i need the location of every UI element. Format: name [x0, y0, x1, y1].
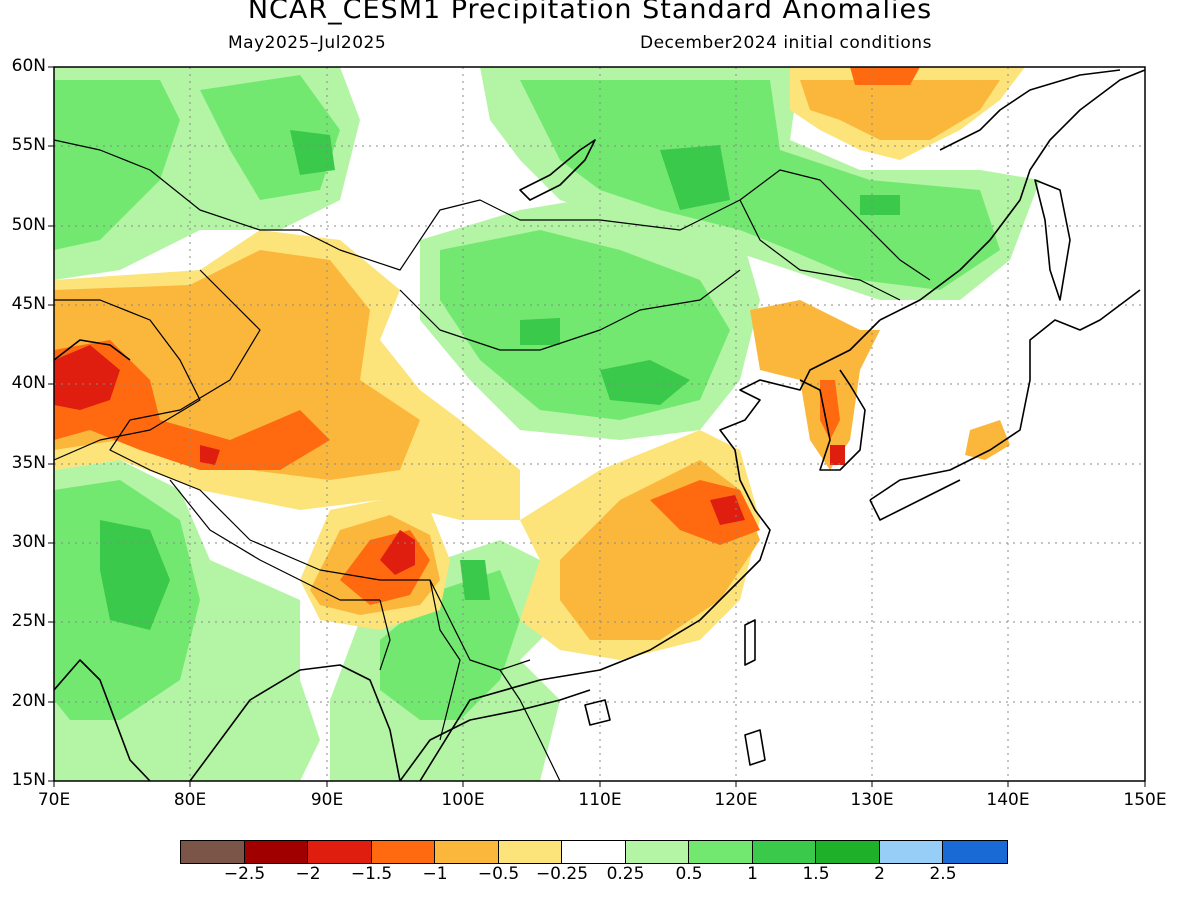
xtick-70e: 70E	[37, 790, 71, 810]
coast-baikal	[519, 139, 596, 201]
colorbar-swatch	[562, 841, 626, 863]
colorbar-swatch	[435, 841, 499, 863]
ytick-15n: 15N	[11, 770, 46, 790]
colorbar-label: −1.5	[350, 864, 393, 884]
coast-taiwan	[744, 619, 756, 666]
fill-wet-northeast-inner2	[860, 195, 900, 215]
xtick-80e: 80E	[173, 790, 207, 810]
colorbar	[180, 840, 1008, 864]
xtick-120e: 120E	[714, 790, 758, 810]
border-china-west	[109, 269, 531, 671]
colorbar-label: 1	[747, 864, 758, 884]
border-india-southeast	[379, 599, 391, 671]
colorbar-label: −2.5	[223, 864, 266, 884]
colorbar-label: −0.5	[477, 864, 520, 884]
colorbar-swatch	[371, 841, 435, 863]
ytick-55n: 55N	[11, 135, 46, 155]
fill-dry-tibet-core	[380, 530, 415, 575]
border-myanmar	[429, 579, 461, 741]
xtick-150e: 150E	[1123, 790, 1167, 810]
coast-india	[54, 659, 151, 781]
fill-dry-west-deep	[54, 340, 330, 470]
colorbar-label: 0.25	[606, 864, 645, 884]
colorbar-label: 0.5	[675, 864, 703, 884]
coastlines	[54, 69, 1145, 781]
fill-wet-northwest-core	[54, 80, 180, 250]
fill-dry-korea	[750, 300, 880, 470]
xtick-90e: 90E	[310, 790, 344, 810]
xtick-130e: 130E	[850, 790, 894, 810]
xtick-100e: 100E	[441, 790, 485, 810]
xtick-110e: 110E	[578, 790, 622, 810]
border-himalaya-south	[169, 479, 380, 601]
tick-marks	[48, 66, 1146, 787]
coast-sakhalin	[1034, 179, 1071, 301]
ytick-30n: 30N	[11, 532, 46, 552]
fill-dry-northeast-orange	[800, 80, 1000, 140]
fill-dry-west-core2	[200, 445, 220, 465]
border-central-asia	[54, 299, 201, 461]
ytick-35n: 35N	[11, 453, 46, 473]
ytick-45n: 45N	[11, 294, 46, 314]
colorbar-swatch	[879, 841, 943, 863]
ytick-50n: 50N	[11, 215, 46, 235]
fill-wet-south-inner	[460, 560, 490, 600]
colorbar-swatch	[308, 841, 372, 863]
colorbar-label: −1	[422, 864, 448, 884]
colorbar-swatch	[244, 841, 308, 863]
coast-japan	[869, 289, 1141, 501]
border-mongolia-china	[399, 269, 741, 351]
ytick-60n: 60N	[11, 56, 46, 76]
colorbar-swatch	[625, 841, 689, 863]
colorbar-swatch	[181, 841, 245, 863]
coast-okhotsk	[939, 69, 1121, 151]
colorbar-label: 1.5	[802, 864, 830, 884]
coast-korea	[799, 369, 866, 471]
colorbar-label: 2.5	[929, 864, 957, 884]
fill-dry-west-core	[54, 345, 120, 410]
anomaly-fill	[54, 67, 1040, 781]
fill-wet-southwest-inner	[100, 520, 170, 630]
coast-indochina	[399, 689, 591, 781]
colorbar-swatch	[689, 841, 753, 863]
ytick-25n: 25N	[11, 611, 46, 631]
border-russia-kazakhstan	[54, 139, 931, 281]
initial-conditions: December2024 initial conditions	[640, 33, 932, 53]
coast-bay-of-bengal	[189, 664, 401, 781]
colorbar-label: −2	[295, 864, 321, 884]
xtick-140e: 140E	[986, 790, 1030, 810]
colorbar-swatch	[816, 841, 880, 863]
chart-title: NCAR_CESM1 Precipitation Standard Anomal…	[247, 0, 933, 25]
fill-dry-korea-deep	[820, 380, 840, 440]
colorbar-label: −0.25	[535, 864, 589, 884]
border-indochina	[499, 669, 561, 781]
ytick-20n: 20N	[11, 691, 46, 711]
colorbar-label: 2	[874, 864, 885, 884]
fill-wet-northwest-core2	[290, 130, 335, 175]
fill-dry-japan	[965, 420, 1010, 460]
coast-philippines	[744, 729, 766, 766]
fill-wet-northeast-inner	[660, 145, 730, 210]
coast-caspian	[54, 339, 131, 361]
fill-dry-korea-core	[830, 445, 845, 465]
coast-china-east	[419, 319, 881, 781]
coast-russia-east	[879, 69, 1145, 321]
fill-dry-northeast-deep	[850, 67, 920, 85]
fill-wet-central-inner2	[520, 318, 560, 345]
coast-hainan	[584, 699, 611, 726]
country-borders	[54, 139, 931, 781]
coast-japan-south	[869, 479, 961, 521]
fill-wet-central-inner	[600, 360, 690, 405]
colorbar-swatch	[943, 841, 1007, 863]
ytick-40n: 40N	[11, 373, 46, 393]
border-china-northeast	[739, 199, 901, 301]
colorbar-swatch	[752, 841, 816, 863]
graticule	[54, 67, 1145, 781]
colorbar-swatch	[498, 841, 562, 863]
forecast-period: May2025–Jul2025	[228, 33, 387, 53]
